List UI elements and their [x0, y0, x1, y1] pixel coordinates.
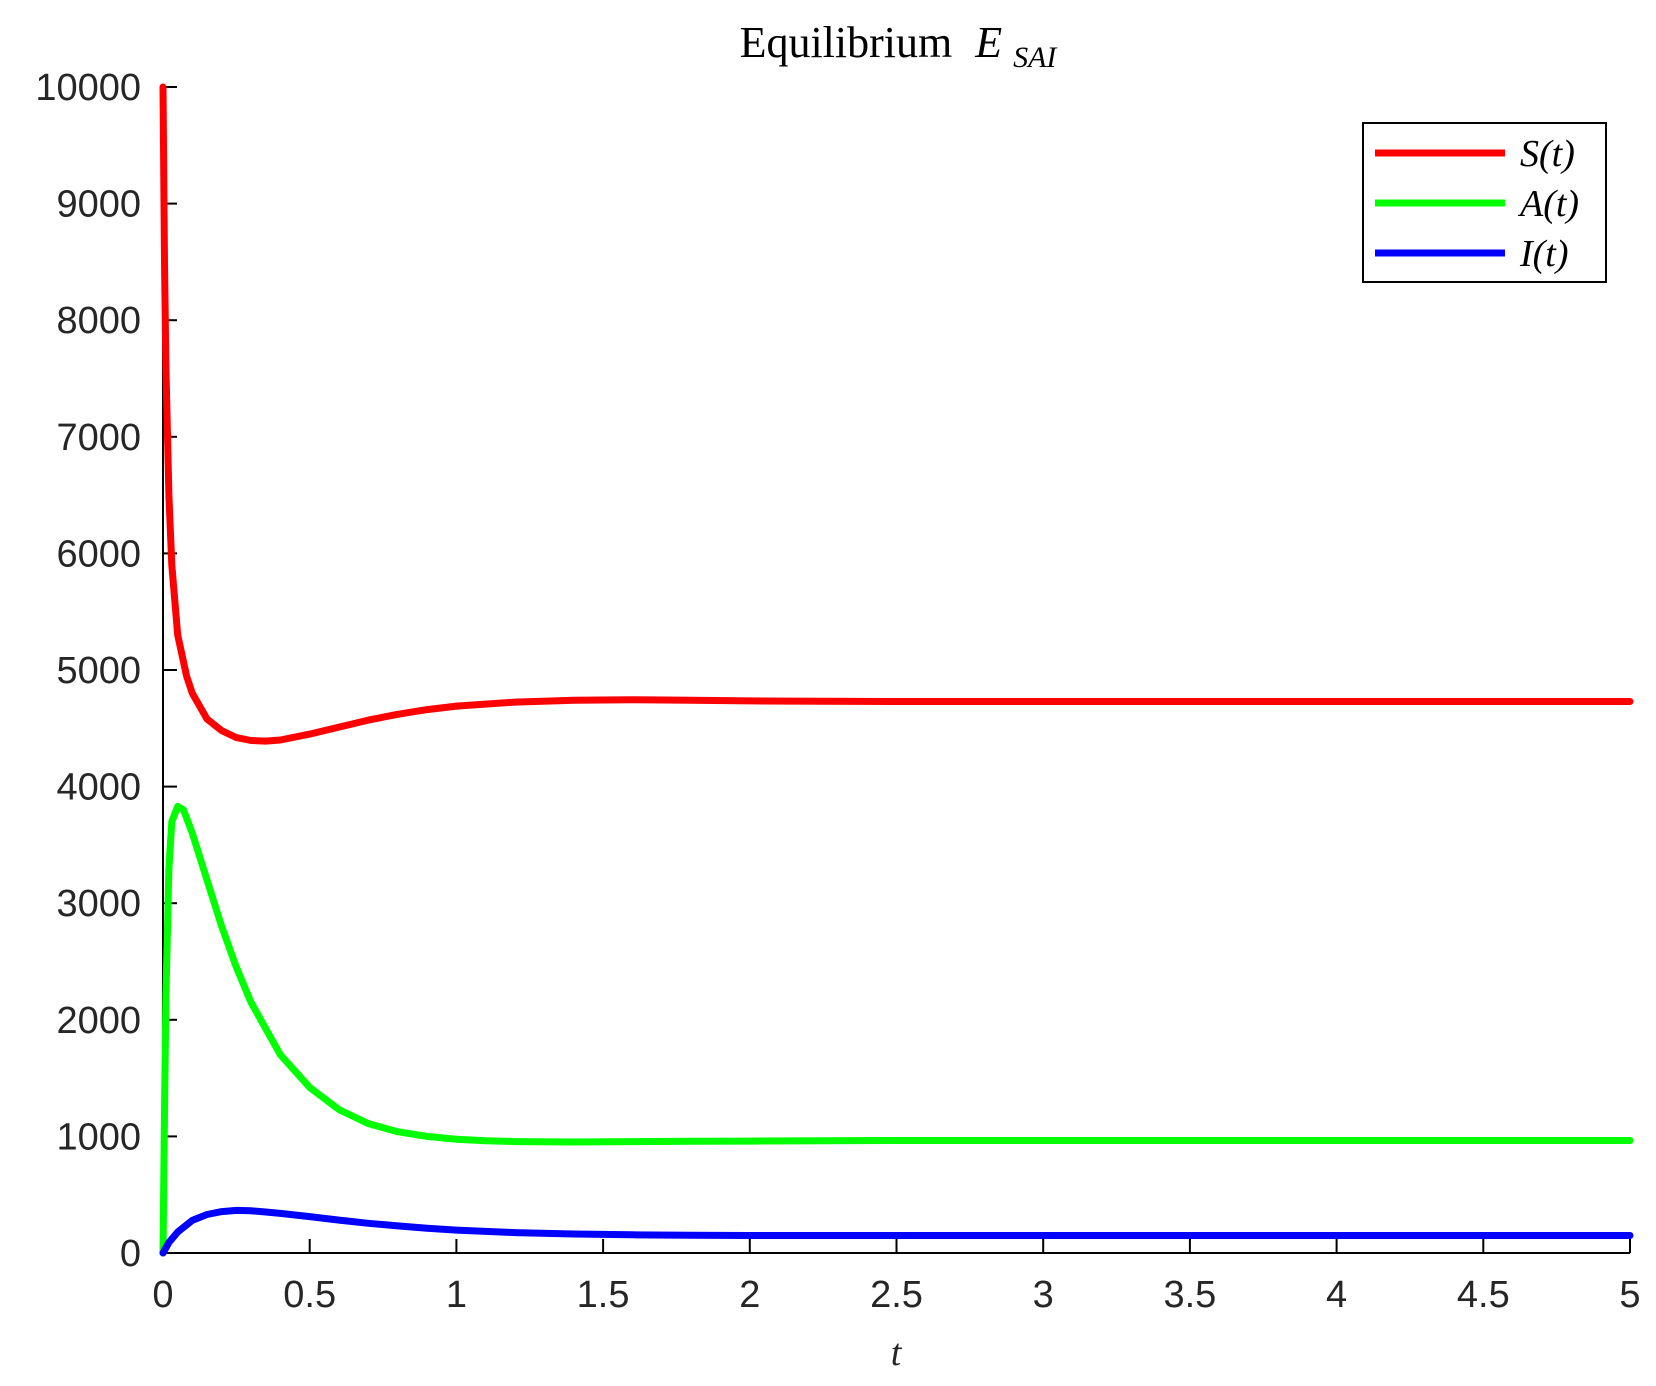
y-tick-label: 1000 — [56, 1116, 141, 1158]
y-tick-label: 9000 — [56, 184, 141, 226]
y-tick-label: 10000 — [35, 67, 141, 109]
series-line-2 — [159, 802, 1634, 1257]
y-tick-label: 4000 — [56, 767, 141, 809]
y-tick-label: 0 — [120, 1233, 141, 1275]
legend-label-3: I(t) — [1519, 233, 1569, 275]
y-tick-label: 5000 — [56, 650, 141, 692]
y-tick-label: 7000 — [56, 417, 141, 459]
y-tick-label: 3000 — [56, 883, 141, 925]
x-tick-label: 5 — [1619, 1274, 1640, 1316]
y-tick-label: 6000 — [56, 533, 141, 575]
legend-label-1: S(t) — [1520, 133, 1575, 175]
y-tick-label: 2000 — [56, 1000, 141, 1042]
x-tick-label: 4 — [1326, 1274, 1347, 1316]
legend-items: S(t) A(t) I(t) — [1375, 133, 1579, 275]
x-tick-label: 4.5 — [1457, 1274, 1510, 1316]
y-ticks: 0 1000 2000 3000 4000 5000 6000 7000 8000 9000 100… — [35, 67, 177, 1275]
chart-title-subscript: SAI — [1013, 41, 1058, 74]
x-tick-label: 3 — [1033, 1274, 1054, 1316]
x-axis-label: t — [891, 1332, 903, 1374]
x-tick-label: 2 — [739, 1274, 760, 1316]
series-line-3 — [159, 1206, 1634, 1257]
x-tick-label: 2.5 — [870, 1274, 923, 1316]
series-line-1 — [159, 83, 1634, 745]
series-lines — [159, 83, 1634, 1257]
x-tick-label: 1.5 — [577, 1274, 630, 1316]
x-tick-label: 3.5 — [1163, 1274, 1216, 1316]
x-tick-label: 0.5 — [283, 1274, 336, 1316]
x-tick-label: 0 — [152, 1274, 173, 1316]
y-tick-label: 8000 — [56, 300, 141, 342]
legend: S(t) A(t) I(t) — [1362, 122, 1607, 283]
x-ticks: 0 0.5 1 1.5 2 2.5 3 3.5 4 4.5 5 — [152, 1239, 1641, 1316]
chart-title-text: Equilibrium — [740, 18, 953, 67]
x-tick-label: 1 — [446, 1274, 467, 1316]
legend-label-2: A(t) — [1517, 183, 1579, 225]
chart-title: Equilibrium E SAI — [740, 18, 1059, 74]
chart-title-math: E — [974, 18, 1002, 67]
